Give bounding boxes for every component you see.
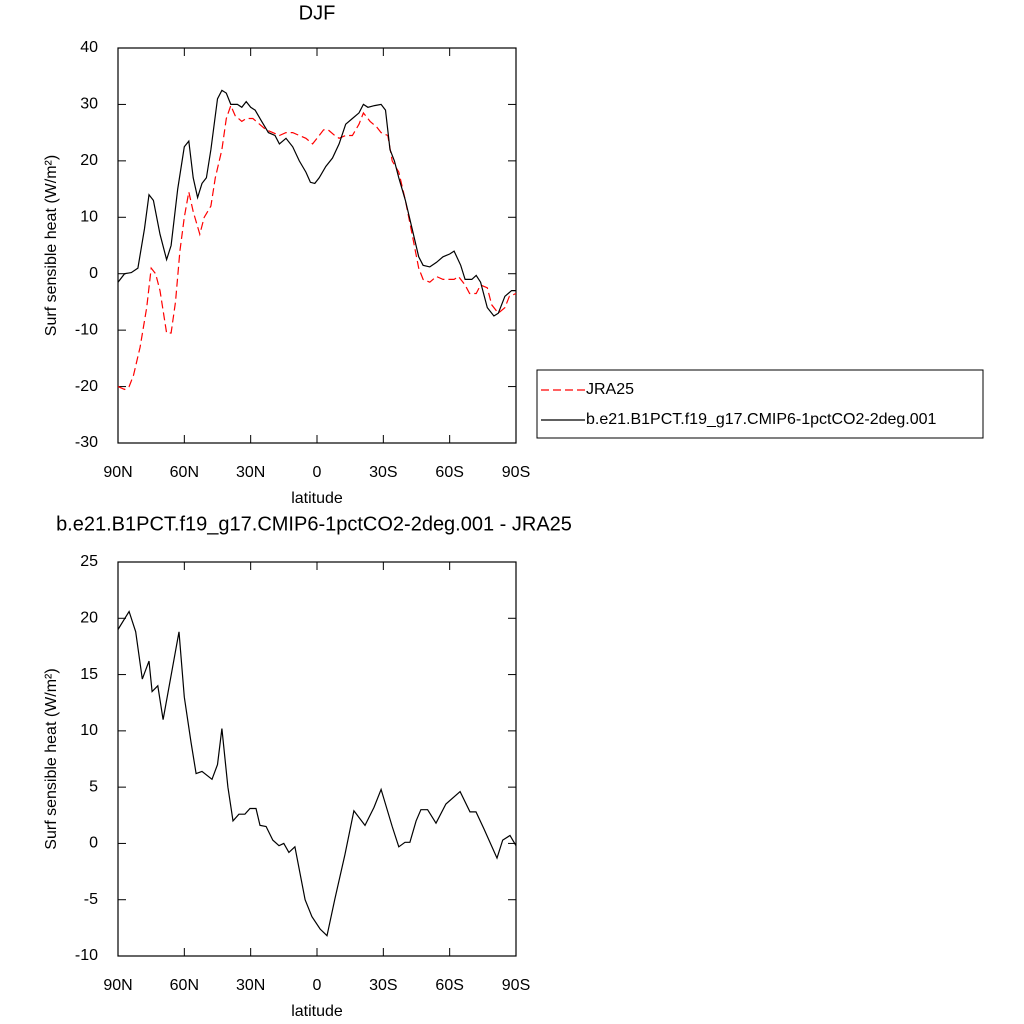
y-tick-label: 0 (89, 265, 98, 282)
y-tick-label: -10 (75, 321, 98, 338)
legend-box (536, 369, 984, 439)
x-tick-label: 30S (369, 977, 397, 994)
chart-title: b.e21.B1PCT.f19_g17.CMIP6-1pctCO2-2deg.0… (56, 513, 572, 535)
x-tick-label: 60N (170, 464, 199, 481)
x-tick-label: 90S (502, 464, 530, 481)
x-axis-label: latitude (291, 490, 343, 507)
x-tick-label: 60S (435, 464, 463, 481)
y-tick-label: 25 (80, 553, 98, 570)
y-axis-label: Surf sensible heat (W/m²) (43, 668, 60, 849)
y-tick-label: 15 (80, 666, 98, 683)
x-tick-label: 0 (313, 464, 322, 481)
y-tick-label: 10 (80, 209, 98, 226)
x-tick-label: 90N (103, 464, 132, 481)
x-tick-label: 30S (369, 464, 397, 481)
y-tick-label: 10 (80, 722, 98, 739)
plot-frame (117, 561, 517, 957)
x-tick-label: 60S (435, 977, 463, 994)
y-tick-label: 30 (80, 96, 98, 113)
x-tick-label: 30N (236, 464, 265, 481)
data-line (117, 89, 516, 317)
y-axis-label: Surf sensible heat (W/m²) (43, 155, 60, 336)
y-tick-label: -20 (75, 378, 98, 395)
y-tick-label: -30 (75, 434, 98, 451)
data-line (117, 103, 517, 391)
x-tick-label: 30N (236, 977, 265, 994)
chart-title: DJF (299, 2, 336, 24)
y-tick-label: 20 (80, 152, 98, 169)
legend-label: JRA25 (586, 381, 634, 398)
y-tick-label: 40 (80, 39, 98, 56)
y-tick-label: 5 (89, 778, 98, 795)
x-tick-label: 90N (103, 977, 132, 994)
legend-label: b.e21.B1PCT.f19_g17.CMIP6-1pctCO2-2deg.0… (586, 411, 937, 428)
x-tick-label: 90S (502, 977, 530, 994)
data-line (117, 610, 517, 937)
y-tick-label: -10 (75, 947, 98, 964)
y-tick-label: 20 (80, 610, 98, 627)
y-tick-label: -5 (84, 891, 98, 908)
x-axis-label: latitude (291, 1003, 343, 1020)
y-tick-label: 0 (89, 835, 98, 852)
plot-frame (117, 47, 517, 444)
x-tick-label: 0 (313, 977, 322, 994)
x-tick-label: 60N (170, 977, 199, 994)
